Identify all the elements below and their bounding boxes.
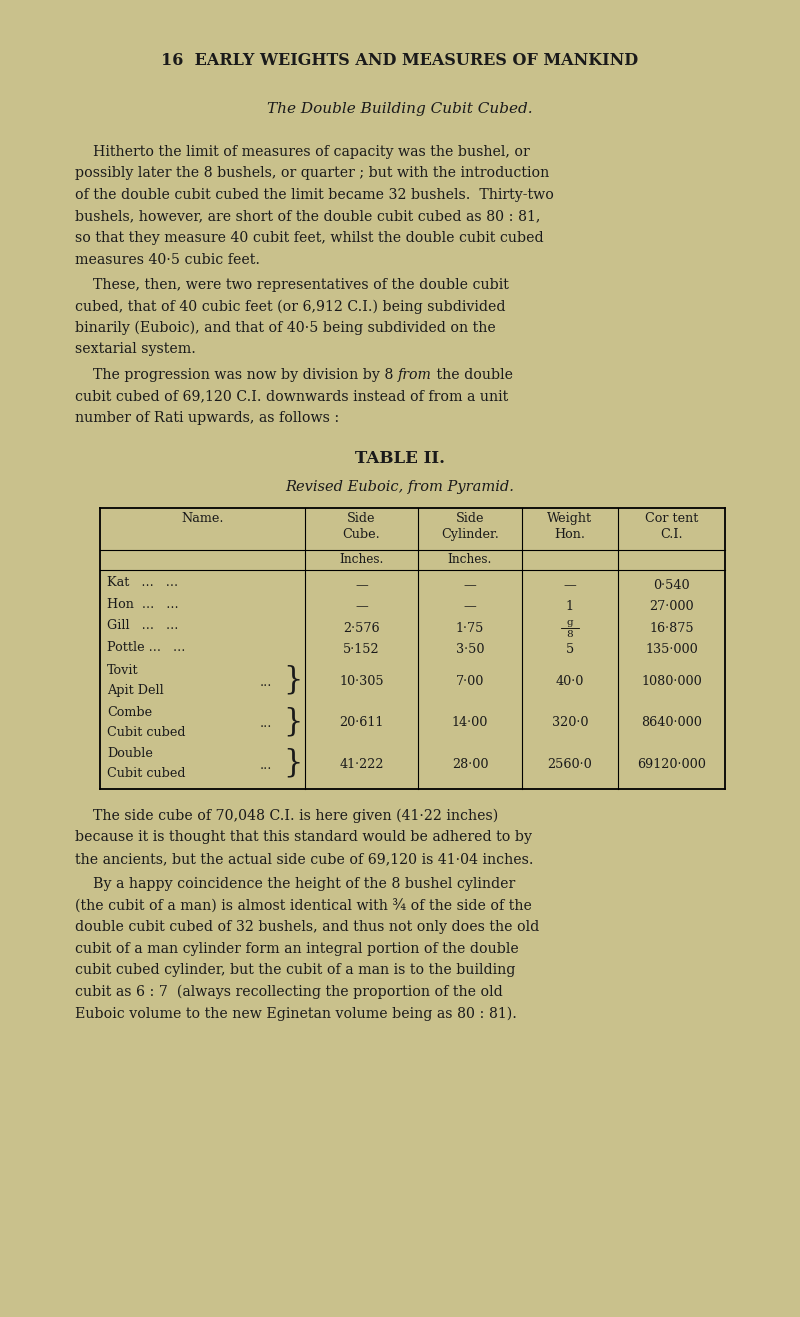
Text: 1080·000: 1080·000 (641, 674, 702, 687)
Text: 69120·000: 69120·000 (637, 757, 706, 770)
Text: cubit cubed cylinder, but the cubit of a man is to the building: cubit cubed cylinder, but the cubit of a… (75, 964, 515, 977)
Text: 5·152: 5·152 (343, 643, 380, 656)
Text: cubed, that of 40 cubic feet (or 6,912 C.I.) being subdivided: cubed, that of 40 cubic feet (or 6,912 C… (75, 299, 506, 313)
Text: the double: the double (432, 367, 513, 382)
Text: cubit cubed of 69,120 C.I. downwards instead of from a unit: cubit cubed of 69,120 C.I. downwards ins… (75, 390, 508, 403)
Text: measures 40·5 cubic feet.: measures 40·5 cubic feet. (75, 253, 260, 266)
Text: 16  EARLY WEIGHTS AND MEASURES OF MANKIND: 16 EARLY WEIGHTS AND MEASURES OF MANKIND (162, 51, 638, 68)
Text: 7·00: 7·00 (456, 674, 484, 687)
Text: g: g (566, 618, 574, 627)
Text: ...: ... (260, 718, 272, 730)
Text: (the cubit of a man) is almost identical with ¾ of the side of the: (the cubit of a man) is almost identical… (75, 900, 532, 913)
Text: 0·540: 0·540 (653, 578, 690, 591)
Text: The side cube of 70,048 C.I. is here given (41·22 inches): The side cube of 70,048 C.I. is here giv… (75, 809, 498, 823)
Text: cubit of a man cylinder form an integral portion of the double: cubit of a man cylinder form an integral… (75, 942, 518, 956)
Text: possibly later the 8 bushels, or quarter ; but with the introduction: possibly later the 8 bushels, or quarter… (75, 166, 550, 180)
Text: }: } (283, 665, 302, 695)
Text: The Double Building Cubit Cubed.: The Double Building Cubit Cubed. (267, 101, 533, 116)
Text: bushels, however, are short of the double cubit cubed as 80 : 81,: bushels, however, are short of the doubl… (75, 209, 540, 224)
Text: The progression was now by division by 8: The progression was now by division by 8 (75, 367, 398, 382)
Text: }: } (283, 706, 302, 738)
Text: Hon  ...   ...: Hon ... ... (107, 598, 178, 611)
Text: the ancients, but the actual side cube of 69,120 is 41·04 inches.: the ancients, but the actual side cube o… (75, 852, 534, 867)
Text: Revised Euboic, from Pyramid.: Revised Euboic, from Pyramid. (286, 481, 514, 494)
Text: Cubit cubed: Cubit cubed (107, 726, 186, 739)
Text: 5: 5 (566, 643, 574, 656)
Text: cubit as 6 : 7  (always recollecting the proportion of the old: cubit as 6 : 7 (always recollecting the … (75, 985, 502, 1000)
Text: Tovit: Tovit (107, 665, 138, 677)
Text: 8: 8 (566, 630, 574, 639)
Text: 28·00: 28·00 (452, 757, 488, 770)
Text: 8640·000: 8640·000 (641, 716, 702, 730)
Text: Inches.: Inches. (448, 553, 492, 566)
Text: 10·305: 10·305 (339, 674, 384, 687)
Text: of the double cubit cubed the limit became 32 bushels.  Thirty-two: of the double cubit cubed the limit beca… (75, 188, 554, 202)
Text: 14·00: 14·00 (452, 716, 488, 730)
Text: number of Rati upwards, as follows :: number of Rati upwards, as follows : (75, 411, 339, 425)
Text: 1·75: 1·75 (456, 622, 484, 635)
Text: }: } (283, 748, 302, 778)
Text: from: from (398, 367, 432, 382)
Text: TABLE II.: TABLE II. (355, 450, 445, 468)
Text: 2560·0: 2560·0 (548, 757, 592, 770)
Text: binarily (Euboic), and that of 40·5 being subdivided on the: binarily (Euboic), and that of 40·5 bein… (75, 321, 496, 336)
Text: —: — (464, 578, 476, 591)
Text: 41·222: 41·222 (339, 757, 384, 770)
Text: 1: 1 (566, 601, 574, 614)
Text: Inches.: Inches. (339, 553, 384, 566)
Text: ...: ... (260, 759, 272, 772)
Text: double cubit cubed of 32 bushels, and thus not only does the old: double cubit cubed of 32 bushels, and th… (75, 921, 539, 935)
Text: 16·875: 16·875 (649, 622, 694, 635)
Text: These, then, were two representatives of the double cubit: These, then, were two representatives of… (75, 278, 509, 292)
Text: Kat   ...   ...: Kat ... ... (107, 577, 178, 590)
Text: Gill   ...   ...: Gill ... ... (107, 619, 178, 632)
Text: Weight
Hon.: Weight Hon. (547, 512, 593, 541)
Text: sextarial system.: sextarial system. (75, 342, 196, 357)
Text: Cor tent
C.I.: Cor tent C.I. (645, 512, 698, 541)
Text: —: — (564, 578, 576, 591)
Text: Hitherto the limit of measures of capacity was the bushel, or: Hitherto the limit of measures of capaci… (75, 145, 530, 159)
Text: —: — (355, 601, 368, 614)
Text: Double: Double (107, 748, 153, 760)
Text: —: — (464, 601, 476, 614)
Text: ...: ... (260, 676, 272, 689)
Text: Apit Dell: Apit Dell (107, 685, 164, 698)
Text: Name.: Name. (182, 512, 224, 525)
Text: Combe: Combe (107, 706, 152, 719)
Text: 3·50: 3·50 (456, 643, 484, 656)
Text: 135·000: 135·000 (645, 643, 698, 656)
Text: By a happy coincidence the height of the 8 bushel cylinder: By a happy coincidence the height of the… (75, 877, 515, 892)
Text: 40·0: 40·0 (556, 674, 584, 687)
Text: —: — (355, 578, 368, 591)
Text: 27·000: 27·000 (649, 601, 694, 614)
Text: 320·0: 320·0 (552, 716, 588, 730)
Text: because it is thought that this standard would be adhered to by: because it is thought that this standard… (75, 831, 532, 844)
Text: Euboic volume to the new Eginetan volume being as 80 : 81).: Euboic volume to the new Eginetan volume… (75, 1006, 517, 1021)
Text: Pottle ...   ...: Pottle ... ... (107, 641, 186, 655)
Text: 2·576: 2·576 (343, 622, 380, 635)
Text: Cubit cubed: Cubit cubed (107, 768, 186, 781)
Text: 20·611: 20·611 (339, 716, 384, 730)
Text: Side
Cylinder.: Side Cylinder. (441, 512, 499, 541)
Text: Side
Cube.: Side Cube. (342, 512, 380, 541)
Text: so that they measure 40 cubit feet, whilst the double cubit cubed: so that they measure 40 cubit feet, whil… (75, 230, 544, 245)
